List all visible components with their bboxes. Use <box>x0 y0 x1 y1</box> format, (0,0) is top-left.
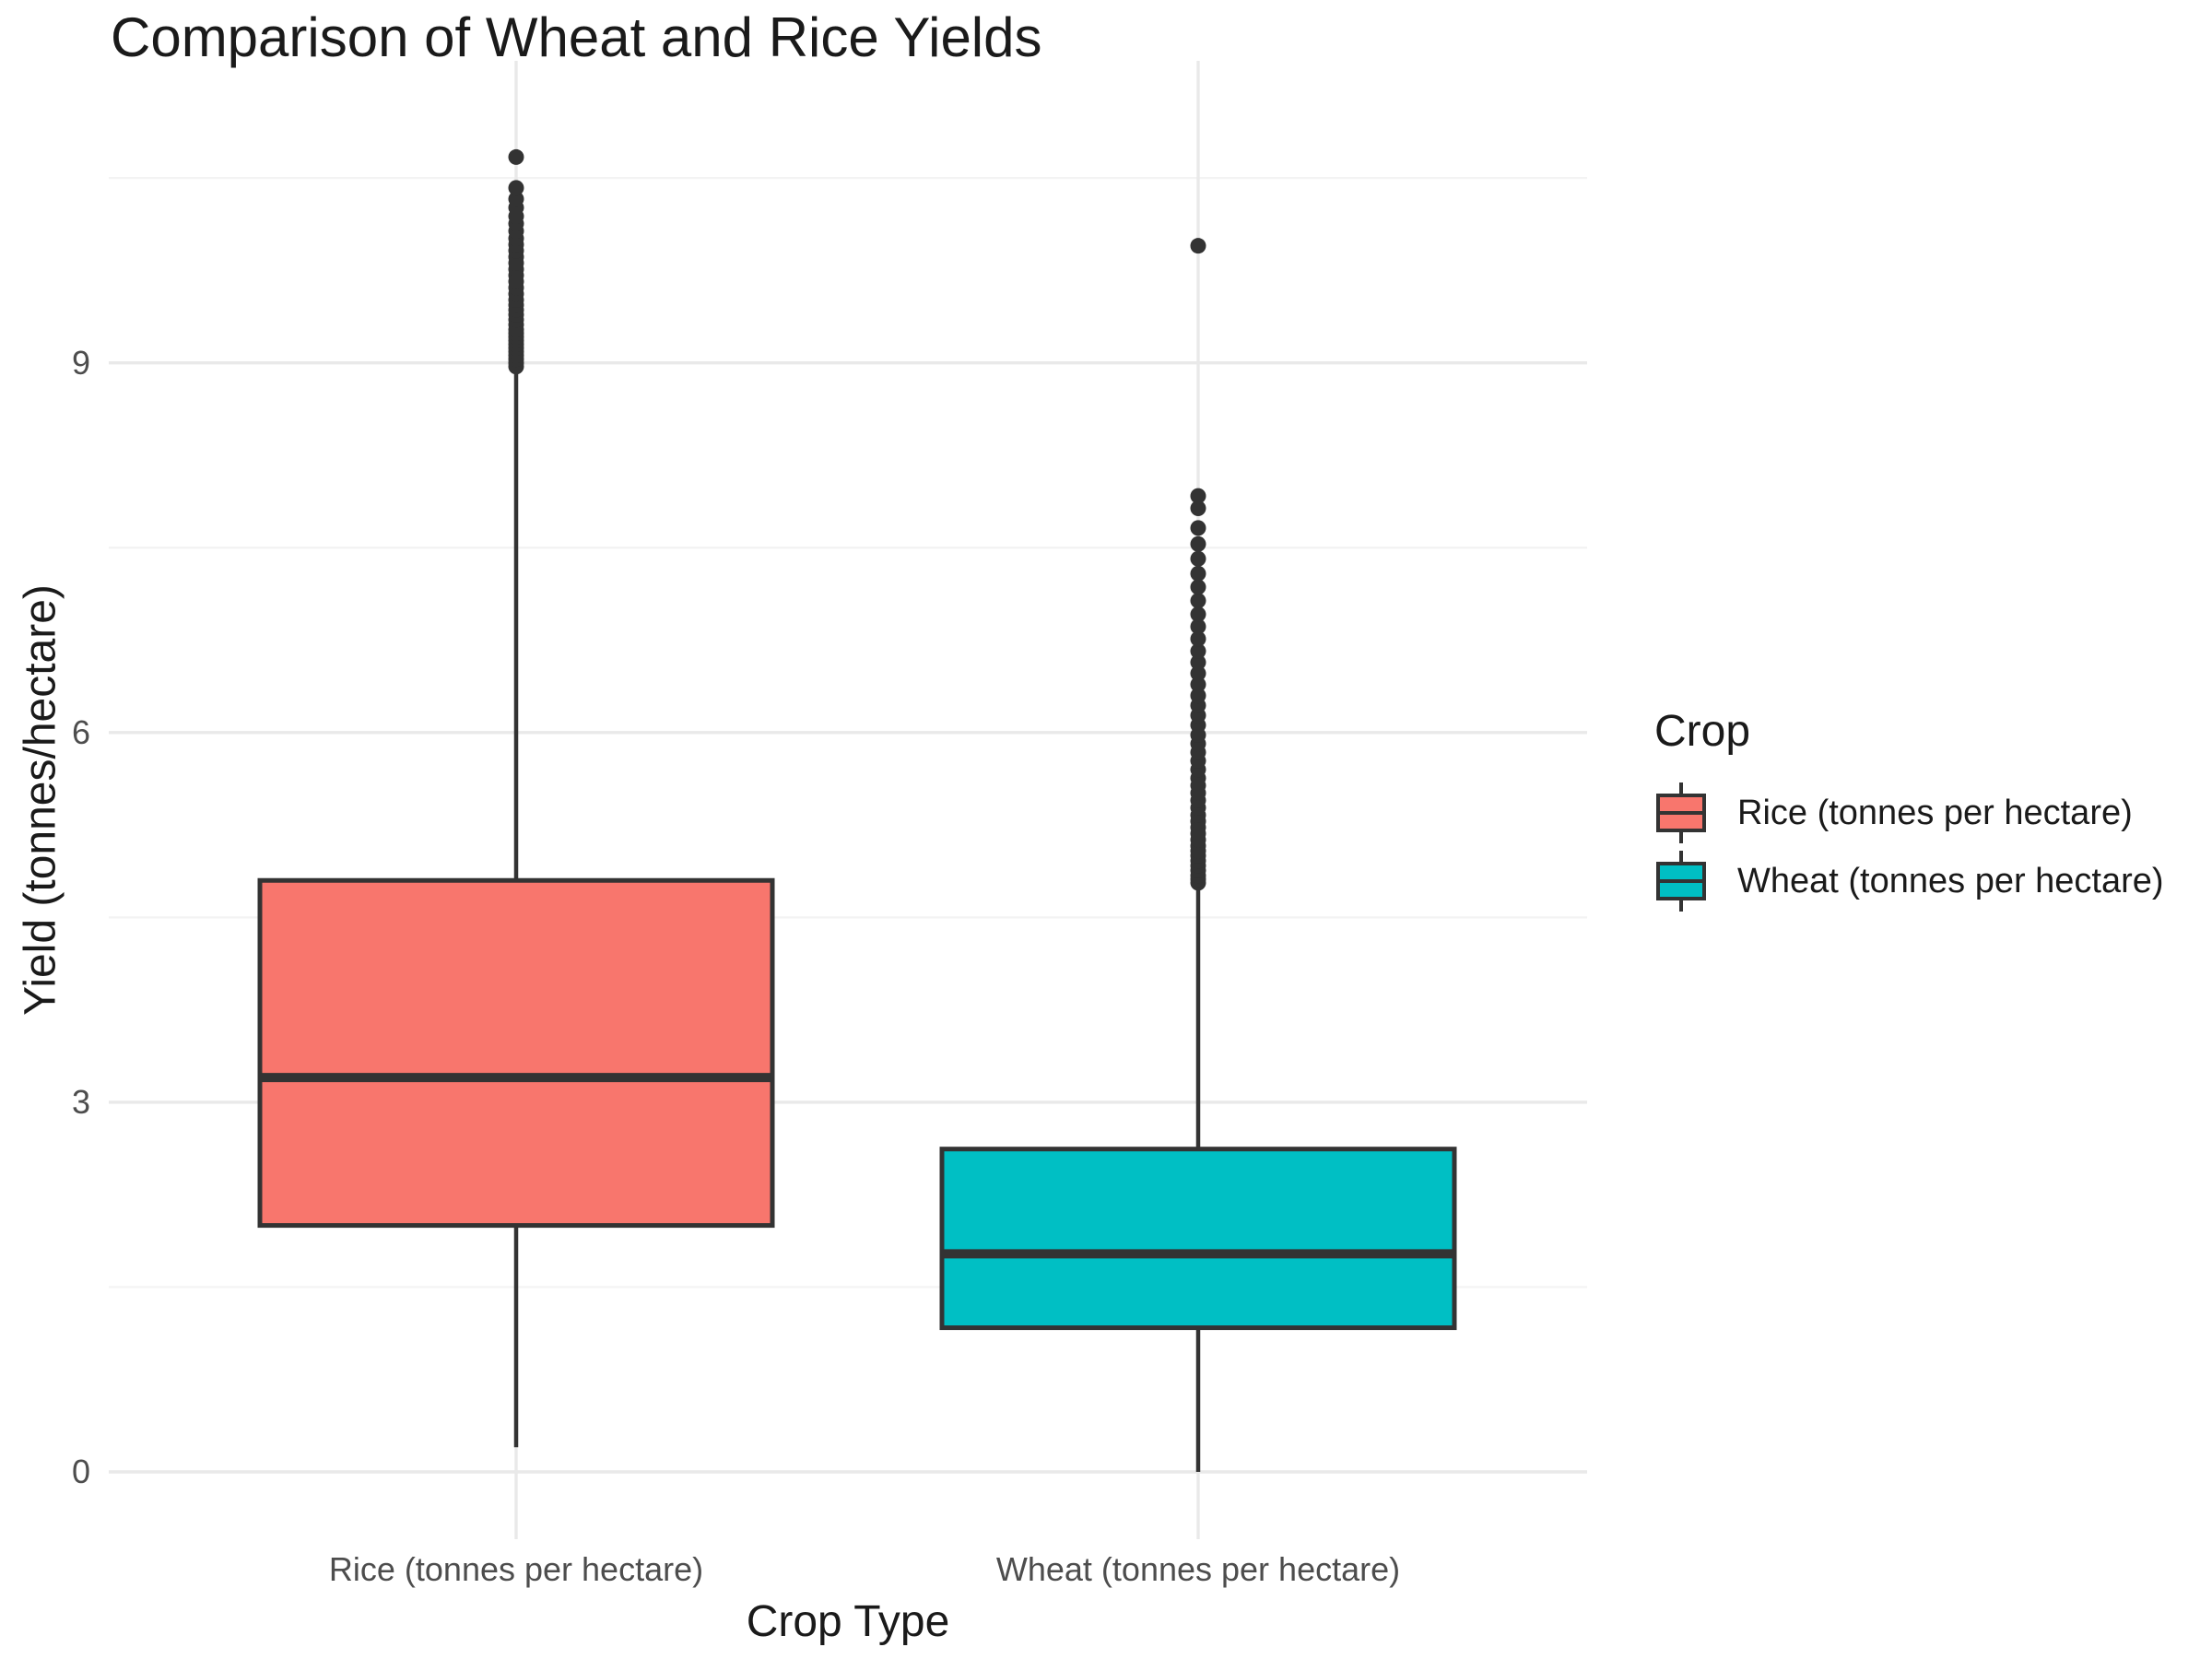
outlier-point-rice <box>508 191 524 207</box>
outlier-point-wheat <box>1190 688 1206 704</box>
outlier-point-wheat <box>1190 535 1206 552</box>
chart-title: Comparison of Wheat and Rice Yields <box>111 6 1042 68</box>
outlier-point-wheat <box>1190 593 1206 609</box>
x-tick-label-wheat: Wheat (tonnes per hectare) <box>995 1550 1401 1588</box>
outlier-point-wheat <box>1190 579 1206 595</box>
box-rice <box>257 877 775 1229</box>
outlier-point-wheat <box>1190 550 1206 567</box>
outlier-point-wheat <box>1190 238 1206 254</box>
y-tick-label-3: 3 <box>71 1083 90 1121</box>
outlier-point-wheat <box>1190 654 1206 671</box>
outlier-point-wheat <box>1190 606 1206 622</box>
box-wheat <box>939 1147 1457 1331</box>
x-axis-title: Crop Type <box>746 1597 950 1646</box>
y-tick-label-9: 9 <box>71 344 90 382</box>
boxplot-glyph-icon <box>1656 782 1706 843</box>
outlier-point-wheat <box>1190 665 1206 682</box>
legend-label-wheat: Wheat (tonnes per hectare) <box>1737 861 2164 900</box>
outlier-point-wheat <box>1190 520 1206 536</box>
outlier-point-wheat <box>1190 630 1206 647</box>
outlier-point-wheat <box>1190 677 1206 693</box>
outlier-point-rice <box>508 180 524 196</box>
outlier-point-wheat <box>1190 565 1206 582</box>
boxplot-glyph-icon <box>1656 851 1706 912</box>
y-tick-label-0: 0 <box>71 1453 90 1490</box>
legend-title: Crop <box>1654 707 1751 756</box>
legend-item-wheat: Wheat (tonnes per hectare) <box>1654 849 2164 913</box>
legend-item-rice: Rice (tonnes per hectare) <box>1654 781 2164 845</box>
outlier-point-wheat <box>1190 488 1206 504</box>
outlier-point-wheat <box>1190 643 1206 660</box>
outlier-point-wheat <box>1190 618 1206 635</box>
y-tick-label-6: 6 <box>71 713 90 751</box>
outlier-point-rice <box>508 148 524 165</box>
outlier-point-wheat <box>1190 500 1206 516</box>
x-tick-label-rice: Rice (tonnes per hectare) <box>328 1550 704 1588</box>
legend-label-rice: Rice (tonnes per hectare) <box>1737 793 2133 832</box>
legend: Crop Rice (tonnes per hectare) Wheat (to… <box>1654 706 2164 917</box>
